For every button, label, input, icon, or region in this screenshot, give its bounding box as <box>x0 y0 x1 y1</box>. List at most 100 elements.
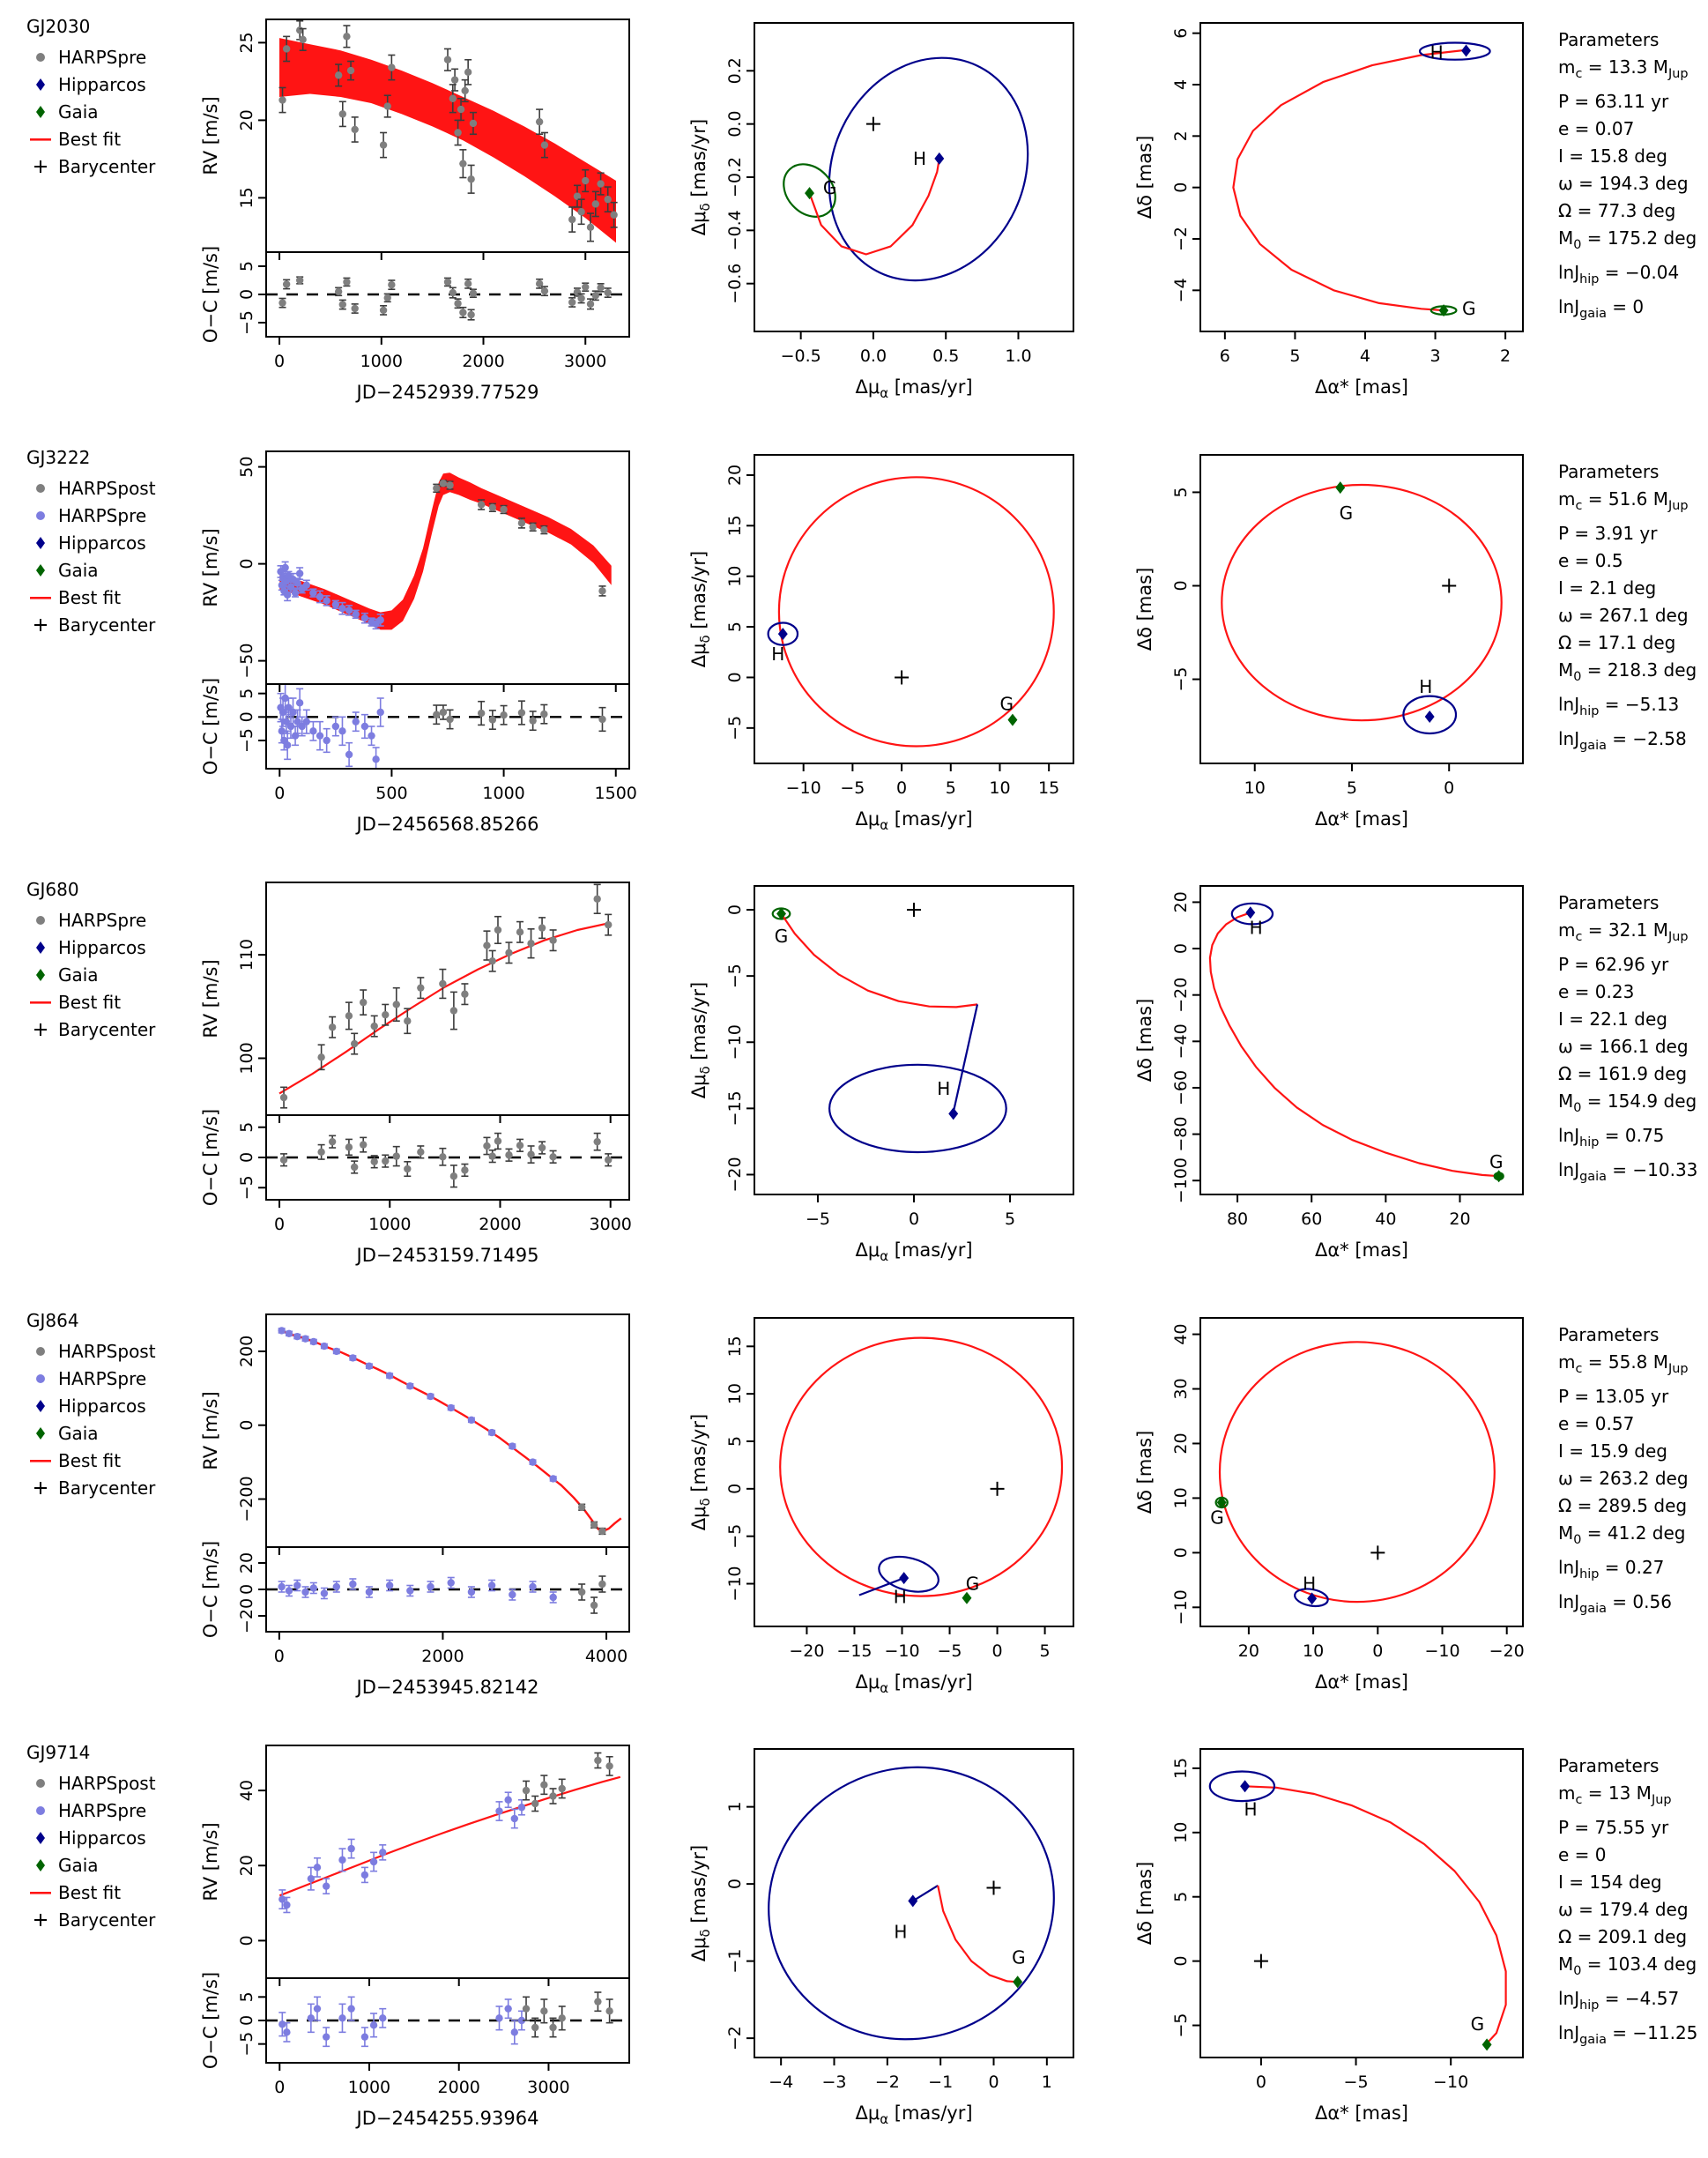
svg-text:2000: 2000 <box>438 2078 480 2097</box>
svg-text:−10: −10 <box>725 1024 745 1060</box>
svg-text:JD−2453159.71495: JD−2453159.71495 <box>355 1245 539 1266</box>
svg-text:JD−2456568.85266: JD−2456568.85266 <box>355 814 539 835</box>
svg-text:Δμα [mas/yr]: Δμα [mas/yr] <box>855 2102 972 2127</box>
svg-text:5: 5 <box>725 621 745 632</box>
parameter-line: lnJgaia = 0 <box>1558 296 1645 321</box>
svg-text:1: 1 <box>1042 2072 1052 2092</box>
svg-text:−2: −2 <box>875 2072 900 2092</box>
svg-text:10: 10 <box>989 778 1010 798</box>
svg-text:G: G <box>1462 298 1476 319</box>
svg-text:−20: −20 <box>1171 978 1191 1013</box>
svg-text:2000: 2000 <box>479 1215 521 1234</box>
figure-row-gj3222: GJ3222 HARPSpost HARPSpre Hipparcos Gaia Best… <box>0 432 1708 864</box>
parameter-line: M0 = 103.4 deg <box>1558 1953 1697 1979</box>
legend-item-barycenter: Barycenter <box>26 1906 156 1933</box>
svg-text:4: 4 <box>1171 79 1191 90</box>
chart-gj3222-rv: −50 0 50 RV [m/s] <box>200 450 630 692</box>
legend-item-gaia: Gaia <box>26 961 155 988</box>
svg-text:−0.5: −0.5 <box>781 346 821 366</box>
parameter-line: Ω = 209.1 deg <box>1558 1926 1688 1948</box>
dot-marker-icon <box>26 508 55 524</box>
svg-text:−3: −3 <box>821 2072 846 2092</box>
legend-label: Barycenter <box>58 1018 156 1040</box>
legend-item-hipparcos: Hipparcos <box>26 934 155 961</box>
svg-text:G: G <box>1000 693 1014 714</box>
svg-text:5: 5 <box>1347 778 1357 798</box>
svg-text:20: 20 <box>237 1552 256 1574</box>
svg-text:−5: −5 <box>938 1641 962 1661</box>
chart-gj9714-ast: H G 0 −5 −10 −5 0 5 10 15 Δα* [mas] Δδ [mas] <box>1134 1748 1524 2124</box>
svg-text:−4: −4 <box>769 2072 793 2092</box>
svg-text:0: 0 <box>237 1419 256 1430</box>
svg-text:200: 200 <box>237 1336 256 1367</box>
svg-text:15: 15 <box>1171 1758 1191 1779</box>
svg-text:0: 0 <box>274 2078 285 2097</box>
legend-label: HARPSpre <box>58 1799 147 1821</box>
diamond-marker-icon <box>26 1425 55 1441</box>
svg-text:0: 0 <box>725 672 745 682</box>
svg-text:0: 0 <box>1171 182 1191 193</box>
chart-gj680-rv: 100 110 RV [m/s] <box>200 882 630 1124</box>
parameters-gj9714: Parameters mc = 13 MJup P = 75.55 yr e = 0 I… <box>1558 1752 1708 2054</box>
figure-row-gj9714: GJ9714 HARPSpost HARPSpre Hipparcos Gaia Best… <box>0 1726 1708 2158</box>
dot-marker-icon <box>26 1371 55 1387</box>
parameter-line: M0 = 41.2 deg <box>1558 1522 1686 1547</box>
svg-text:H: H <box>1303 1573 1316 1594</box>
svg-text:H: H <box>937 1078 950 1099</box>
legend-item-gaia: Gaia <box>26 557 156 584</box>
parameter-line: mc = 55.8 MJup <box>1558 1351 1689 1376</box>
chart-gj864-ast: G H 20 10 0 −10 −20 −10 0 10 20 30 40 Δα* [mas] Δδ [ma… <box>1134 1316 1525 1693</box>
parameter-line: lnJgaia = −10.33 <box>1558 1159 1698 1185</box>
svg-text:0: 0 <box>237 2015 256 2026</box>
svg-text:RV [m/s]: RV [m/s] <box>200 96 221 175</box>
svg-text:−20: −20 <box>237 1598 256 1633</box>
svg-text:Δμδ [mas/yr]: Δμδ [mas/yr] <box>688 982 713 1098</box>
plus-marker-icon <box>26 1022 55 1038</box>
parameter-line: e = 0.57 <box>1558 1412 1635 1434</box>
svg-text:5: 5 <box>1289 346 1300 366</box>
svg-text:−20: −20 <box>1489 1641 1525 1661</box>
svg-text:H: H <box>1250 918 1263 939</box>
legend-item-best-fit: Best fit <box>26 125 155 153</box>
legend-item-hipparcos: Hipparcos <box>26 1393 156 1420</box>
svg-text:0: 0 <box>725 1484 745 1494</box>
legend-item-best-fit: Best fit <box>26 1879 156 1906</box>
svg-text:0: 0 <box>896 778 907 798</box>
svg-text:0: 0 <box>237 1584 256 1595</box>
legend-label: HARPSpost <box>58 1772 156 1794</box>
legend-label: Gaia <box>58 964 99 986</box>
svg-text:Δδ [mas]: Δδ [mas] <box>1134 136 1155 220</box>
line-marker-icon <box>26 1885 55 1901</box>
parameter-line: e = 0 <box>1558 1844 1607 1866</box>
legend-label: Gaia <box>58 1854 99 1876</box>
chart-gj680-pm: G H −5 0 5 0 −5 −10 −15 −20 Δμα [mas/yr] Δμδ [mas/y… <box>688 885 1074 1264</box>
parameter-line: P = 63.11 yr <box>1558 91 1669 112</box>
plus-marker-icon <box>26 159 55 175</box>
svg-text:500: 500 <box>375 784 407 803</box>
parameter-line: ω = 179.4 deg <box>1558 1899 1689 1921</box>
diamond-marker-icon <box>26 967 55 983</box>
chart-gj9714-pm: H G −4 −3 −2 −1 0 1 −2 −1 0 1 Δμα [mas/yr] Δμδ [mas/y… <box>688 1748 1074 2127</box>
diamond-marker-icon <box>26 1857 55 1873</box>
svg-text:−5: −5 <box>806 1209 830 1229</box>
svg-text:−10: −10 <box>1433 2072 1468 2092</box>
svg-text:−5: −5 <box>840 778 865 798</box>
legend-label: HARPSpre <box>58 1368 147 1390</box>
svg-text:1: 1 <box>725 1802 745 1812</box>
svg-text:5: 5 <box>946 778 956 798</box>
svg-text:Δα* [mas]: Δα* [mas] <box>1315 808 1408 830</box>
line-marker-icon <box>26 590 55 606</box>
dot-marker-icon <box>26 49 55 65</box>
svg-text:Δα* [mas]: Δα* [mas] <box>1315 376 1408 398</box>
parameter-line: P = 75.55 yr <box>1558 1817 1669 1839</box>
svg-text:Δα* [mas]: Δα* [mas] <box>1315 1671 1408 1693</box>
svg-text:Δα* [mas]: Δα* [mas] <box>1315 1239 1408 1261</box>
svg-text:1.0: 1.0 <box>1005 346 1031 366</box>
svg-text:Δδ [mas]: Δδ [mas] <box>1134 999 1155 1083</box>
svg-text:−5: −5 <box>725 964 745 988</box>
legend-item-gaia: Gaia <box>26 1851 156 1879</box>
parameters-gj3222: Parameters mc = 51.6 MJup P = 3.91 yr e = 0… <box>1558 458 1708 760</box>
svg-text:15: 15 <box>725 515 745 536</box>
svg-text:G: G <box>1340 502 1354 523</box>
